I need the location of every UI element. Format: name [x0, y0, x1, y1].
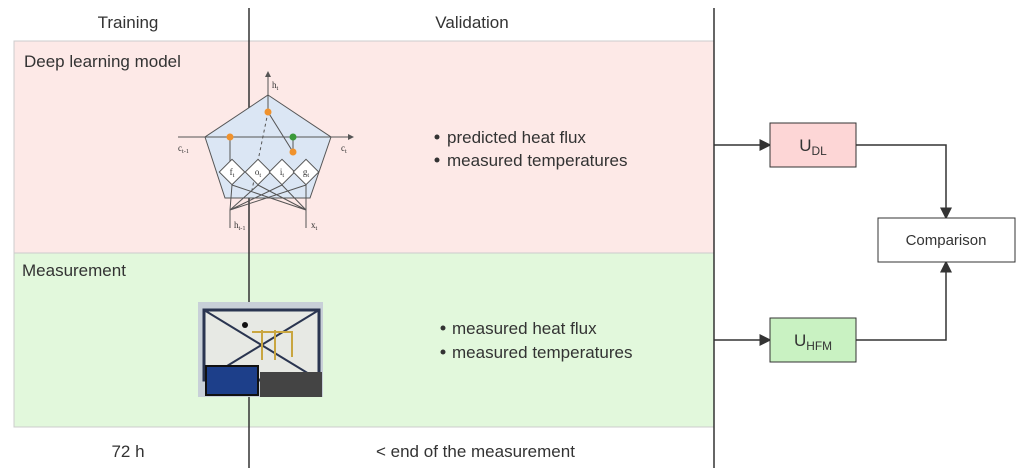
bullet	[440, 325, 446, 331]
comparison-label: Comparison	[906, 232, 987, 249]
subscript: t	[233, 172, 235, 179]
cell-label: ht	[272, 80, 279, 92]
list-item: measured temperatures	[452, 343, 632, 362]
footer-label: < end of the measurement	[376, 442, 575, 461]
output-box	[769, 317, 857, 363]
cell-label: it	[280, 167, 285, 179]
subscript: DL	[812, 144, 828, 158]
symbol: U	[794, 331, 806, 350]
subscript: t	[316, 225, 318, 232]
column-header: Training	[98, 13, 159, 32]
cell-label: ht-1	[234, 220, 246, 232]
cell-label: ft	[230, 167, 235, 179]
subscript: t	[282, 172, 284, 179]
bullet	[440, 349, 446, 355]
subscript: t	[345, 148, 347, 155]
cell-label: ot	[255, 167, 262, 179]
symbol: c	[178, 143, 182, 153]
model-panel	[13, 40, 715, 254]
subscript: HFM	[806, 339, 832, 353]
symbol: f	[230, 167, 233, 177]
subscript: t	[307, 172, 309, 179]
list-item: measured heat flux	[452, 319, 597, 338]
footer-label: 72 h	[111, 442, 144, 461]
comparison-box	[877, 217, 1016, 263]
cell-label: ct	[341, 143, 347, 155]
bullet	[434, 134, 440, 140]
photo	[198, 302, 323, 397]
cell-label: xt	[311, 220, 318, 232]
symbol: h	[272, 80, 277, 90]
symbol: h	[234, 220, 239, 230]
symbol: i	[280, 167, 283, 177]
symbol: c	[341, 143, 345, 153]
column-header: Validation	[435, 13, 508, 32]
list-item: predicted heat flux	[447, 128, 586, 147]
subscript: t	[259, 172, 261, 179]
subscript: t	[277, 85, 279, 92]
output-label: UDL	[799, 136, 827, 158]
symbol: U	[799, 136, 811, 155]
symbol: g	[303, 167, 308, 177]
output-box	[769, 122, 857, 168]
bullet	[434, 157, 440, 163]
arrow	[856, 260, 952, 341]
subscript: t-1	[182, 148, 189, 155]
measurement-panel	[13, 252, 715, 428]
lstm-cell	[178, 71, 354, 228]
section-title: Measurement	[22, 261, 126, 280]
arrow	[856, 144, 952, 220]
symbol: o	[255, 167, 260, 177]
section-title: Deep learning model	[24, 52, 181, 71]
subscript: t-1	[239, 225, 246, 232]
output-label: UHFM	[794, 331, 832, 353]
cell-label: ct-1	[178, 143, 189, 155]
list-item: measured temperatures	[447, 151, 627, 170]
cell-label: gt	[303, 167, 310, 179]
symbol: x	[311, 220, 316, 230]
